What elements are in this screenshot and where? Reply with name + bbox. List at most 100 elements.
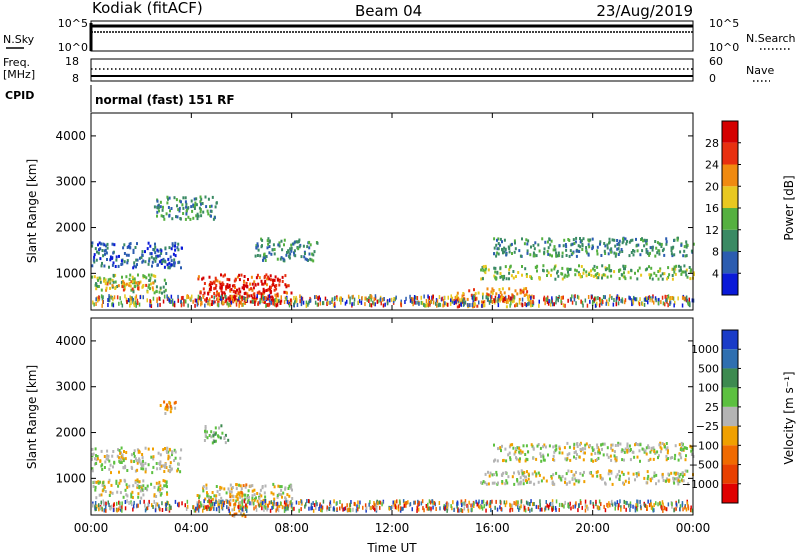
power-echo-cell bbox=[542, 268, 544, 272]
velocity-echo-cell bbox=[573, 455, 575, 459]
velocity-scatter-cell bbox=[520, 504, 522, 509]
velocity-echo-cell bbox=[159, 484, 162, 488]
velocity-echo-cell bbox=[177, 462, 180, 466]
power-echo-cell bbox=[129, 246, 132, 250]
velocity-echo-cell bbox=[211, 491, 214, 494]
power-echo-cell bbox=[514, 304, 516, 308]
velocity-scatter-cell bbox=[476, 502, 478, 507]
power-scatter-cell bbox=[580, 299, 582, 304]
power-echo-cell bbox=[125, 282, 128, 286]
velocity-echo-cell bbox=[140, 486, 143, 490]
power-scatter-cell bbox=[630, 298, 633, 303]
velocity-colorbar-block bbox=[722, 483, 738, 503]
power-scatter-cell bbox=[242, 302, 244, 307]
power-echo-cell bbox=[660, 242, 663, 246]
velocity-scatter-cell bbox=[555, 499, 558, 504]
velocity-echo-cell bbox=[505, 459, 508, 463]
power-scatter-cell bbox=[575, 301, 577, 306]
power-echo-cell bbox=[243, 280, 246, 284]
velocity-scatter-cell bbox=[319, 502, 321, 507]
velocity-scatter-cell bbox=[662, 508, 664, 513]
power-echo-cell bbox=[260, 292, 263, 296]
power-echo-cell bbox=[579, 275, 582, 279]
power-scatter-cell bbox=[192, 299, 194, 304]
velocity-echo-cell bbox=[493, 481, 496, 485]
velocity-echo-cell bbox=[622, 481, 624, 485]
power-echo-cell bbox=[280, 299, 283, 303]
velocity-scatter-cell bbox=[258, 503, 261, 508]
velocity-echo-cell bbox=[681, 471, 684, 475]
velocity-scatter-cell bbox=[277, 508, 280, 513]
power-echo-cell bbox=[109, 277, 112, 281]
power-echo-cell bbox=[95, 258, 98, 262]
velocity-scatter-cell bbox=[458, 508, 460, 513]
velocity-echo-cell bbox=[652, 446, 655, 450]
velocity-echo-cell bbox=[272, 492, 275, 496]
velocity-echo-cell bbox=[533, 470, 536, 474]
velocity-scatter-cell bbox=[310, 502, 313, 507]
power-scatter-cell bbox=[436, 299, 439, 304]
power-echo-cell bbox=[233, 294, 236, 298]
power-scatter-cell bbox=[112, 303, 115, 308]
power-scatter-cell bbox=[441, 296, 443, 301]
velocity-scatter-cell bbox=[404, 501, 406, 506]
velocity-scatter-cell bbox=[503, 500, 506, 505]
velocity-scatter-cell bbox=[220, 500, 222, 504]
power-echo-cell bbox=[499, 272, 502, 275]
power-scatter-cell bbox=[417, 300, 419, 305]
power-echo-cell bbox=[213, 292, 216, 295]
power-scatter-cell bbox=[108, 297, 111, 302]
power-echo-cell bbox=[683, 249, 686, 253]
velocity-echo-cell bbox=[665, 458, 668, 462]
velocity-echo-cell bbox=[245, 483, 248, 487]
power-colorbar-tick-label: 24 bbox=[705, 159, 719, 172]
velocity-echo-cell bbox=[247, 489, 250, 493]
velocity-scatter-cell bbox=[378, 500, 380, 505]
power-echo-cell bbox=[480, 277, 483, 281]
velocity-echo-cell bbox=[244, 485, 247, 489]
power-scatter-cell bbox=[268, 294, 271, 299]
power-echo-cell bbox=[268, 251, 271, 255]
power-scatter-cell bbox=[557, 298, 559, 303]
velocity-echo-cell bbox=[168, 447, 171, 451]
velocity-scatter-cell bbox=[446, 508, 448, 513]
power-echo-cell bbox=[684, 270, 687, 274]
power-echo-cell bbox=[284, 274, 287, 278]
velocity-colorbar-tick-label: 100 bbox=[698, 382, 719, 395]
power-echo-cell bbox=[661, 277, 664, 281]
power-echo-cell bbox=[241, 286, 244, 290]
power-echo-cell bbox=[308, 246, 311, 250]
power-echo-cell bbox=[658, 249, 661, 253]
velocity-echo-cell bbox=[229, 495, 232, 498]
power-echo-cell bbox=[461, 294, 464, 298]
velocity-echo-cell bbox=[576, 442, 579, 445]
velocity-scatter-cell bbox=[447, 506, 449, 511]
power-echo-cell bbox=[103, 264, 106, 268]
power-echo-cell bbox=[114, 280, 117, 284]
power-scatter-cell bbox=[319, 301, 322, 306]
velocity-echo-cell bbox=[166, 492, 169, 496]
velocity-echo-cell bbox=[119, 479, 122, 483]
velocity-echo-cell bbox=[288, 484, 291, 488]
velocity-echo-cell bbox=[505, 479, 508, 483]
power-echo-cell bbox=[509, 265, 512, 269]
power-echo-cell bbox=[500, 293, 503, 297]
power-echo-cell bbox=[636, 277, 639, 281]
power-echo-cell bbox=[199, 291, 202, 295]
power-scatter-cell bbox=[159, 302, 161, 307]
velocity-echo-cell bbox=[609, 477, 611, 481]
velocity-scatter-cell bbox=[177, 502, 179, 507]
power-echo-cell bbox=[219, 282, 222, 286]
power-echo-cell bbox=[661, 249, 664, 253]
velocity-scatter-cell bbox=[584, 503, 587, 508]
power-scatter-cell bbox=[108, 294, 110, 299]
velocity-scatter-cell bbox=[392, 500, 394, 505]
power-echo-cell bbox=[690, 268, 693, 272]
velocity-scatter-cell bbox=[364, 503, 367, 508]
power-scatter-cell bbox=[552, 302, 554, 307]
velocity-echo-cell bbox=[628, 449, 630, 453]
power-scatter-cell bbox=[576, 294, 579, 299]
velocity-scatter-cell bbox=[124, 500, 127, 504]
velocity-echo-cell bbox=[166, 405, 169, 409]
